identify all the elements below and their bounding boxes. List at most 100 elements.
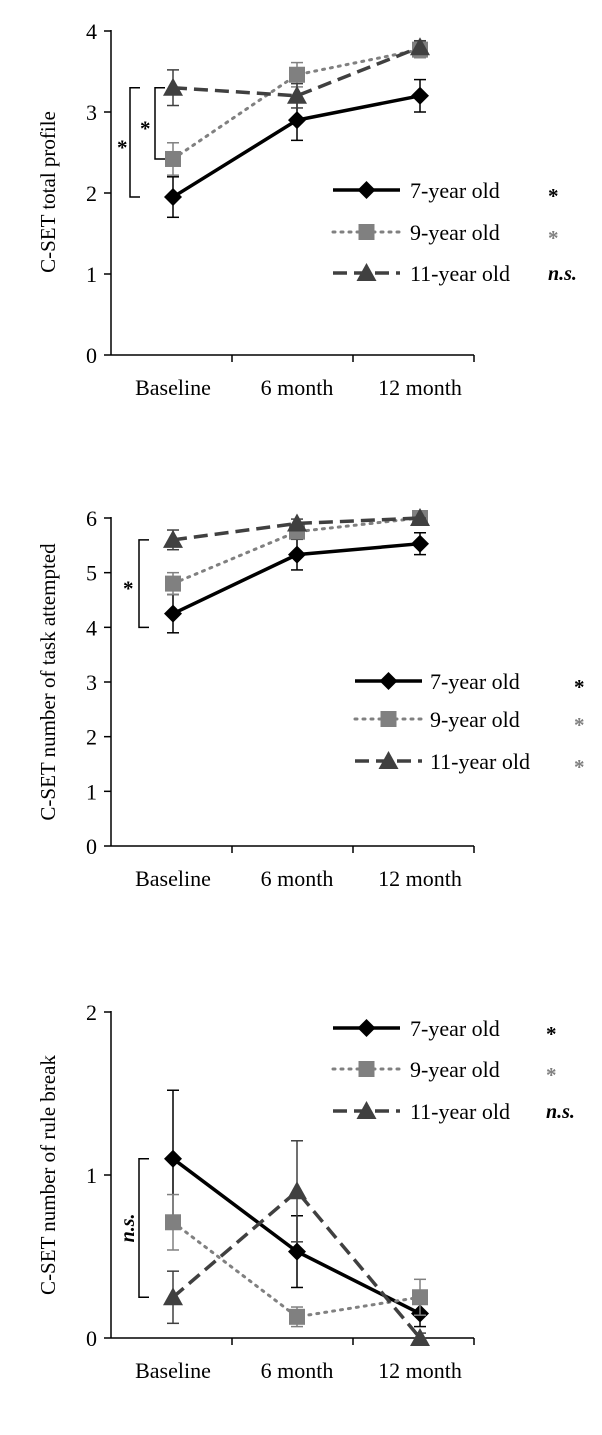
data-point [410,508,430,526]
data-point [165,575,181,592]
bracket-label: * [123,577,134,601]
legend-label: 9-year old [430,707,520,732]
y-tick-label: 5 [86,561,97,586]
y-tick-label: 1 [86,262,97,287]
series-11-year-old [163,508,430,551]
legend-label: 11-year old [430,749,530,774]
x-tick-label: Baseline [135,1358,211,1383]
x-tick-label: 12 month [378,1358,462,1383]
legend-marker [356,1101,377,1119]
series-line [172,45,421,98]
data-point [288,545,306,564]
legend: 7-year old * 9-year old * 11-year old * [353,669,585,779]
legend: 7-year old * 9-year old * 11-year old n.s. [331,1016,575,1124]
bracket-line [154,86,165,160]
legend-label: 11-year old [410,261,510,286]
legend-significance: * [546,1063,557,1087]
series-11-year-old [163,1140,430,1346]
y-tick-label: 3 [86,100,97,125]
y-tick-label: 2 [86,181,97,206]
data-point [163,529,183,548]
x-tick-label: Baseline [135,375,211,400]
significance-bracket: * [123,539,149,629]
series-line [171,1189,422,1340]
y-tick-label: 0 [86,1326,97,1351]
legend-marker [358,1061,375,1077]
data-point [164,1149,182,1168]
series-7-year-old [164,78,429,219]
data-point [410,1328,430,1346]
y-axis-label: C-SET number of rule break [36,1055,60,1295]
y-tick-label: 2 [86,725,97,750]
y-tick-label: 0 [86,834,97,859]
legend-label: 9-year old [410,220,500,245]
data-point [410,37,430,56]
data-point [412,1289,428,1306]
data-point [289,1308,305,1325]
bracket-line [129,86,140,198]
y-tick-label: 6 [86,506,97,531]
legend-significance: * [574,675,585,699]
legend-significance: * [548,226,559,250]
y-tick-label: 0 [86,343,97,368]
legend-significance: * [546,1022,557,1046]
legend-label: 7-year old [430,669,520,694]
legend-label: 11-year old [410,1099,510,1124]
data-point [287,85,307,104]
significance-bracket: * [117,86,140,198]
data-point [289,66,305,83]
x-tick-label: 6 month [261,375,334,400]
series-line [171,48,422,161]
data-point [287,1181,307,1200]
data-point [163,77,183,96]
y-tick-label: 2 [86,1000,97,1025]
chart-panel-1: 0 1 2 3 4 Baseline 6 month 12 month C-SET total … [36,19,577,400]
legend-significance: * [574,713,585,737]
legend-significance: n.s. [546,1101,575,1123]
legend-label: 7-year old [410,1016,500,1041]
y-axis-label: C-SET number of task attempted [36,543,60,821]
bracket-label: * [117,135,128,159]
legend-label: 9-year old [410,1057,500,1082]
data-point [411,86,429,105]
y-tick-label: 3 [86,670,97,695]
legend-marker [358,224,375,240]
x-tick-label: 12 month [378,375,462,400]
y-tick-label: 1 [86,779,97,804]
data-point [288,1242,306,1261]
chart-panel-2: 0 1 2 3 4 5 6 Baseline 6 month 12 month C-SET numb… [36,506,585,891]
data-point [163,1287,183,1306]
legend-significance: n.s. [548,263,577,285]
data-point [164,188,182,207]
data-point [287,513,307,532]
legend-marker [379,672,398,690]
data-point [411,534,429,553]
legend-marker [356,263,377,281]
legend-marker [357,181,376,199]
legend-significance: * [548,184,559,208]
x-tick-label: 6 month [261,866,334,891]
legend-marker [378,751,399,769]
significance-bracket: n.s. [117,1157,149,1298]
series-9-year-old [165,1193,428,1328]
series-line [171,516,422,586]
x-tick-label: 12 month [378,866,462,891]
series-7-year-old [164,532,429,634]
significance-bracket: * [140,86,165,160]
legend: 7-year old * 9-year old * 11-year old n.s. [331,178,577,286]
bracket-label: * [140,116,151,140]
y-tick-label: 4 [86,615,97,640]
bracket-label: n.s. [117,1214,139,1243]
legend-significance: * [574,755,585,779]
x-tick-label: 6 month [261,1358,334,1383]
data-point [288,111,306,130]
legend-label: 7-year old [410,178,500,203]
y-axis-label: C-SET total profile [36,111,60,273]
data-point [164,604,182,623]
chart-panel-3: 0 1 2 Baseline 6 month 12 month C-SET number o… [36,1000,575,1383]
legend-marker [380,711,397,727]
legend-marker [357,1019,376,1037]
series-line [171,1220,422,1319]
